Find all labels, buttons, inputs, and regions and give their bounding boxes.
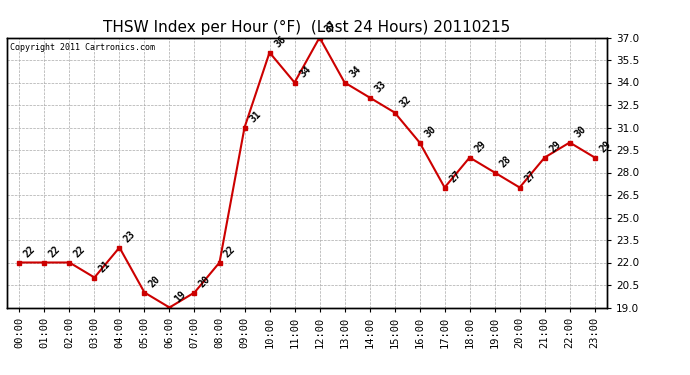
Text: 32: 32 <box>397 94 413 110</box>
Text: 29: 29 <box>598 140 613 155</box>
Text: 34: 34 <box>347 64 363 80</box>
Text: 19: 19 <box>172 290 188 305</box>
Text: 34: 34 <box>297 64 313 80</box>
Text: 27: 27 <box>522 170 538 185</box>
Text: 22: 22 <box>72 244 88 260</box>
Text: 30: 30 <box>422 124 437 140</box>
Text: 22: 22 <box>47 244 63 260</box>
Text: 31: 31 <box>247 110 263 125</box>
Text: 37: 37 <box>322 20 337 35</box>
Text: 20: 20 <box>147 274 163 290</box>
Text: 29: 29 <box>473 140 488 155</box>
Text: 36: 36 <box>273 34 288 50</box>
Text: 29: 29 <box>547 140 563 155</box>
Text: Copyright 2011 Cartronics.com: Copyright 2011 Cartronics.com <box>10 43 155 52</box>
Text: 21: 21 <box>97 260 112 275</box>
Text: 22: 22 <box>222 244 237 260</box>
Text: 27: 27 <box>447 170 463 185</box>
Title: THSW Index per Hour (°F)  (Last 24 Hours) 20110215: THSW Index per Hour (°F) (Last 24 Hours)… <box>104 20 511 35</box>
Text: 20: 20 <box>197 274 213 290</box>
Text: 30: 30 <box>573 124 588 140</box>
Text: 23: 23 <box>122 230 137 245</box>
Text: 28: 28 <box>497 154 513 170</box>
Text: 33: 33 <box>373 80 388 95</box>
Text: 22: 22 <box>22 244 37 260</box>
